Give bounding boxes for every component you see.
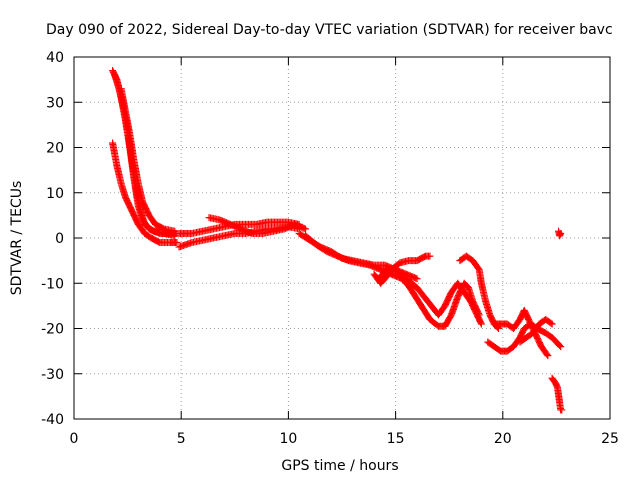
data-point [547, 319, 555, 327]
series-arc-03 [109, 139, 181, 247]
y-axis-ticks: -40 -30 -20 -10 0 10 20 30 40 [41, 50, 610, 428]
x-tick-label: 15 [387, 431, 405, 447]
series-arc-12 [402, 275, 485, 328]
data-point [557, 229, 565, 237]
x-tick-label: 5 [177, 431, 186, 447]
series-arc-07 [205, 214, 310, 237]
x-tick-label: 25 [601, 431, 619, 447]
y-tick-label: -40 [41, 412, 64, 428]
data-point [557, 343, 565, 351]
data-point [544, 352, 552, 360]
data-points [109, 67, 566, 414]
y-tick-label: 40 [46, 50, 64, 66]
x-axis-label: GPS time / hours [281, 458, 398, 474]
data-point [558, 406, 566, 414]
chart-title: Day 090 of 2022, Sidereal Day-to-day VTE… [46, 22, 613, 38]
x-tick-label: 0 [70, 431, 79, 447]
data-point [548, 320, 556, 328]
data-point [302, 225, 310, 233]
x-tick-label: 20 [494, 431, 512, 447]
y-tick-label: 20 [46, 141, 64, 157]
y-tick-label: 10 [46, 186, 64, 202]
series-arc-17 [548, 227, 566, 414]
series-arc-16 [516, 315, 556, 346]
y-tick-label: 30 [46, 95, 64, 111]
x-tick-label: 10 [279, 431, 297, 447]
y-tick-label: -10 [41, 276, 64, 292]
data-point [477, 319, 485, 327]
data-point [556, 341, 564, 349]
y-tick-label: -30 [41, 367, 64, 383]
y-axis-label: SDTVAR / TECUs [9, 181, 25, 296]
data-point [426, 252, 434, 260]
y-tick-label: -20 [41, 322, 64, 338]
data-point [171, 227, 179, 235]
data-point [413, 275, 421, 283]
data-point [477, 320, 485, 328]
x-axis-ticks: 0 5 10 15 20 25 [70, 57, 619, 447]
data-point [173, 239, 181, 247]
grid [74, 57, 610, 419]
series-arc-04 [117, 85, 179, 235]
y-tick-label: 0 [55, 231, 64, 247]
data-point [543, 350, 551, 358]
